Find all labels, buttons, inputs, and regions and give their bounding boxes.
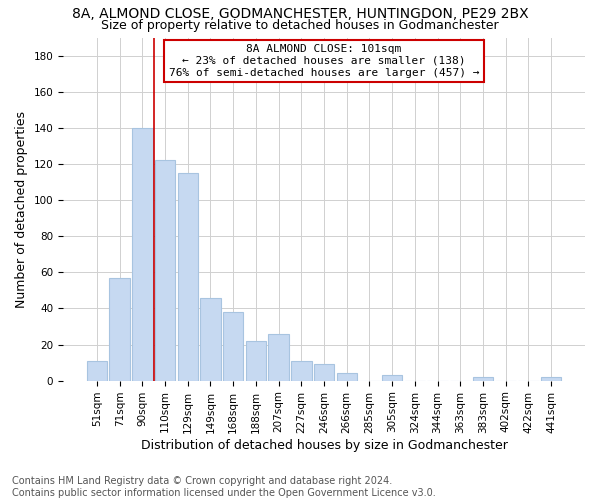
Bar	[541, 377, 561, 380]
Text: Contains HM Land Registry data © Crown copyright and database right 2024.
Contai: Contains HM Land Registry data © Crown c…	[12, 476, 436, 498]
Bar	[314, 364, 334, 380]
Bar	[155, 160, 175, 380]
X-axis label: Distribution of detached houses by size in Godmanchester: Distribution of detached houses by size …	[140, 440, 508, 452]
Bar	[223, 312, 244, 380]
Bar	[87, 361, 107, 380]
Bar	[245, 341, 266, 380]
Text: 8A ALMOND CLOSE: 101sqm
← 23% of detached houses are smaller (138)
76% of semi-d: 8A ALMOND CLOSE: 101sqm ← 23% of detache…	[169, 44, 479, 78]
Bar	[109, 278, 130, 380]
Text: Size of property relative to detached houses in Godmanchester: Size of property relative to detached ho…	[101, 19, 499, 32]
Bar	[473, 377, 493, 380]
Bar	[178, 173, 198, 380]
Bar	[337, 374, 357, 380]
Bar	[132, 128, 152, 380]
Bar	[291, 361, 311, 380]
Text: 8A, ALMOND CLOSE, GODMANCHESTER, HUNTINGDON, PE29 2BX: 8A, ALMOND CLOSE, GODMANCHESTER, HUNTING…	[71, 8, 529, 22]
Bar	[200, 298, 221, 380]
Bar	[382, 376, 403, 380]
Bar	[268, 334, 289, 380]
Y-axis label: Number of detached properties: Number of detached properties	[15, 110, 28, 308]
